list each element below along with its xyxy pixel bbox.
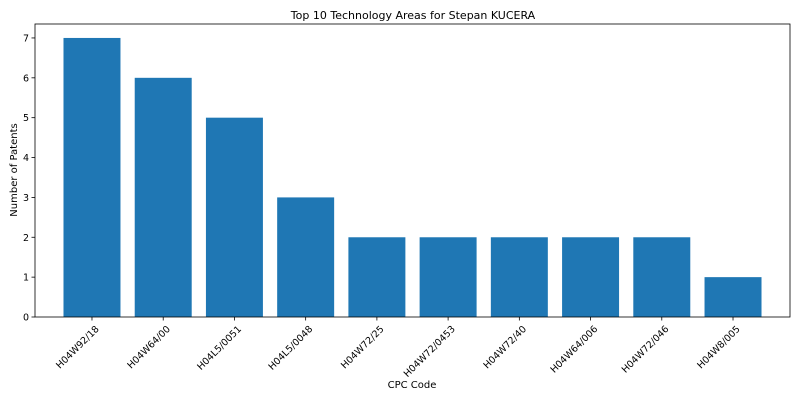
x-tick-label: H04W72/0453 <box>402 324 458 380</box>
chart-title: Top 10 Technology Areas for Stepan KUCER… <box>290 9 536 22</box>
x-tick-label: H04W72/25 <box>339 324 386 371</box>
x-tick-label: H04W64/006 <box>549 324 601 376</box>
bars-group <box>63 38 761 317</box>
y-tick-label: 1 <box>23 273 29 284</box>
bar <box>633 237 690 317</box>
x-tick-label: H04L5/0048 <box>267 324 316 373</box>
bar <box>705 277 762 317</box>
y-tick-label: 3 <box>23 193 29 204</box>
x-tick-label: H04W8/005 <box>695 324 742 371</box>
y-tick-label: 2 <box>23 233 29 244</box>
bar <box>135 78 192 317</box>
y-tick-label: 6 <box>23 73 29 84</box>
bar <box>277 197 334 317</box>
y-tick-label: 0 <box>23 313 29 324</box>
x-axis: H04W92/18 H04W64/00 H04L5/0051 H04L5/0048 H0… <box>54 317 742 380</box>
bar <box>491 237 548 317</box>
y-tick-label: 7 <box>23 33 29 44</box>
bar <box>63 38 120 317</box>
x-tick-label: H04L5/0051 <box>195 324 244 373</box>
x-tick-label: H04W72/40 <box>482 324 529 371</box>
x-axis-label: CPC Code <box>388 380 437 391</box>
x-tick-label: H04W64/00 <box>125 324 172 371</box>
bar <box>420 237 477 317</box>
bar <box>348 237 405 317</box>
x-tick-label: H04W72/046 <box>620 324 672 376</box>
y-axis-label: Number of Patents <box>9 123 20 216</box>
bar <box>206 118 263 317</box>
bar <box>562 237 619 317</box>
y-tick-label: 5 <box>23 113 29 124</box>
y-axis: 0 1 2 3 4 5 6 7 <box>23 33 35 323</box>
y-tick-label: 4 <box>23 153 29 164</box>
x-tick-label: H04W92/18 <box>54 324 101 371</box>
